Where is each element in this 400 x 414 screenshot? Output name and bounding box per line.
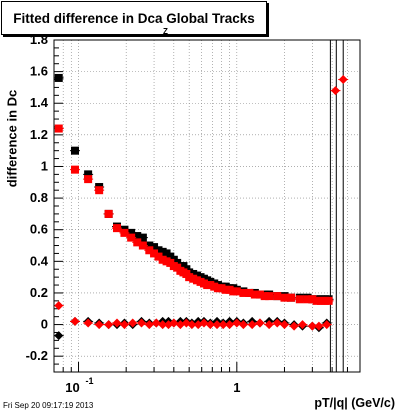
data-point-diamond bbox=[151, 318, 161, 328]
data-point-diamond bbox=[307, 321, 317, 331]
x-axis-label: pT/|q| (GeV/c) bbox=[314, 396, 395, 410]
data-point-square bbox=[95, 186, 104, 195]
data-point-square bbox=[280, 293, 289, 302]
x-tick-label-exponent: -1 bbox=[86, 376, 94, 386]
y-tick-label: 0.4 bbox=[30, 253, 49, 268]
data-point-square bbox=[245, 288, 254, 297]
data-point-diamond bbox=[112, 318, 122, 328]
data-point-square bbox=[54, 73, 63, 82]
y-tick-label: 0 bbox=[41, 317, 48, 332]
data-point-diamond bbox=[279, 320, 289, 330]
y-tick-label: 0.6 bbox=[30, 222, 48, 237]
data-point-square bbox=[185, 273, 194, 282]
data-point-diamond bbox=[94, 320, 104, 330]
data-point-diamond bbox=[338, 75, 348, 85]
data-point-diamond bbox=[119, 320, 129, 330]
data-point-square bbox=[150, 249, 159, 258]
plot-area bbox=[54, 40, 360, 372]
data-point-diamond bbox=[272, 318, 282, 328]
data-point-diamond bbox=[104, 320, 114, 330]
data-point-square bbox=[308, 295, 317, 304]
data-point-square bbox=[154, 252, 163, 261]
y-tick-label: 0.8 bbox=[30, 190, 48, 205]
chart-title: Fitted difference in Dca Global Tracks bbox=[13, 11, 255, 26]
data-point-diamond bbox=[54, 331, 64, 341]
data-point-square bbox=[104, 209, 113, 218]
data-point-diamond bbox=[298, 320, 308, 330]
data-point-diamond bbox=[54, 301, 64, 311]
footer-timestamp: Fri Sep 20 09:17:19 2013 bbox=[3, 401, 94, 410]
data-point-diamond bbox=[199, 318, 209, 328]
y-tick-label: -0.2 bbox=[26, 348, 48, 363]
y-axis-label: difference in Dc bbox=[4, 89, 20, 188]
y-tick-label: 1.4 bbox=[30, 95, 49, 110]
data-point-diamond bbox=[225, 320, 235, 330]
data-point-diamond bbox=[187, 320, 197, 330]
data-point-square bbox=[265, 292, 274, 301]
data-point-diamond bbox=[212, 320, 222, 330]
chart-title-box: Fitted difference in Dca Global Tracks Z bbox=[1, 1, 267, 36]
data-point-square bbox=[324, 296, 333, 305]
data-point-diamond bbox=[289, 321, 299, 331]
data-point-diamond bbox=[238, 320, 248, 330]
data-point-square bbox=[70, 165, 79, 174]
data-point-square bbox=[273, 292, 282, 301]
data-point-square bbox=[217, 284, 226, 293]
data-point-diamond bbox=[314, 321, 324, 331]
data-point-diamond bbox=[264, 320, 274, 330]
y-tick-label: 1 bbox=[41, 158, 48, 173]
data-point-square bbox=[84, 175, 93, 184]
data-point-diamond bbox=[232, 318, 242, 328]
data-point-square bbox=[255, 290, 264, 299]
data-point-square bbox=[250, 290, 259, 299]
data-point-square bbox=[54, 124, 63, 133]
data-point-square bbox=[120, 228, 129, 237]
data-point-square bbox=[287, 293, 296, 302]
y-tick-label: 1.6 bbox=[30, 64, 48, 79]
x-tick-label: 1 bbox=[233, 380, 240, 395]
data-point-square bbox=[150, 243, 159, 252]
data-point-diamond bbox=[218, 320, 228, 330]
x-tick-label: 10 bbox=[65, 380, 79, 395]
data-point-diamond bbox=[247, 320, 257, 330]
data-point-square bbox=[232, 287, 241, 296]
data-point-square bbox=[295, 295, 304, 304]
data-point-square bbox=[145, 241, 154, 250]
plot-frame bbox=[53, 39, 361, 373]
data-point-diamond bbox=[169, 318, 179, 328]
data-point-diamond bbox=[330, 86, 340, 96]
data-point-diamond bbox=[158, 320, 168, 330]
data-point-diamond bbox=[70, 316, 80, 326]
data-point-diamond bbox=[137, 318, 147, 328]
data-point-diamond bbox=[205, 320, 215, 330]
data-point-square bbox=[133, 238, 142, 247]
data-point-square bbox=[154, 246, 163, 255]
data-point-square bbox=[112, 224, 121, 233]
data-point-square bbox=[70, 146, 79, 155]
data-point-square bbox=[127, 228, 136, 237]
data-point-diamond bbox=[83, 318, 93, 328]
y-tick-label: 1.2 bbox=[30, 127, 48, 142]
data-point-square bbox=[239, 288, 248, 297]
data-point-diamond bbox=[255, 318, 265, 328]
data-point-diamond bbox=[322, 320, 332, 330]
y-tick-label: 1.8 bbox=[30, 32, 48, 47]
data-point-square bbox=[84, 170, 93, 179]
data-point-square bbox=[133, 232, 142, 241]
data-point-square bbox=[138, 241, 147, 250]
data-point-square bbox=[138, 233, 147, 242]
y-tick-label: 0.2 bbox=[30, 285, 48, 300]
data-point-diamond bbox=[144, 320, 154, 330]
data-point-square bbox=[127, 233, 136, 242]
chart-title-subscript: Z bbox=[163, 27, 168, 36]
data-point-square bbox=[145, 246, 154, 255]
data-point-diamond bbox=[128, 318, 138, 328]
